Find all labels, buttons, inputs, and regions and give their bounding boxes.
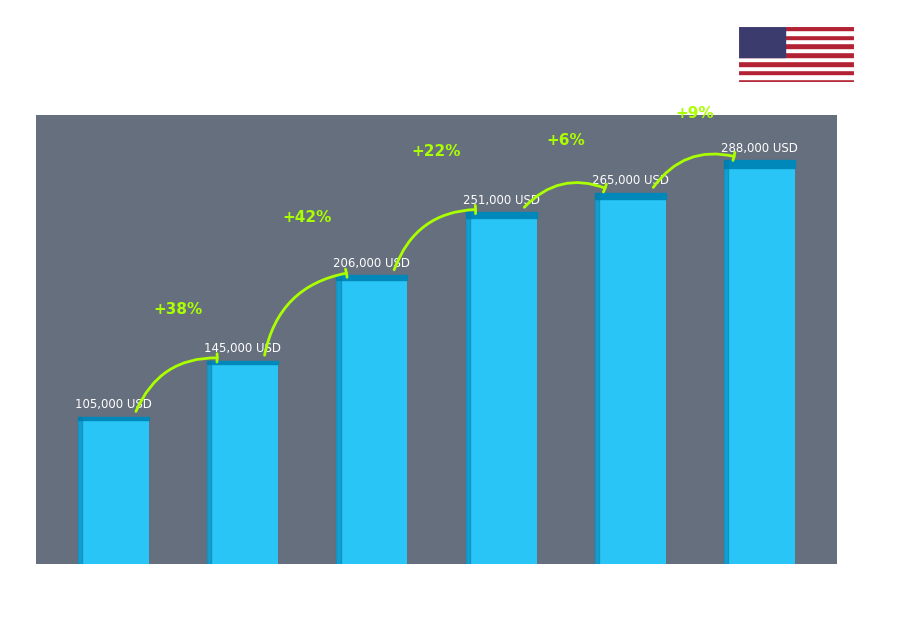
- Bar: [595, 192, 666, 564]
- Text: +42%: +42%: [283, 210, 332, 225]
- Text: 265,000 USD: 265,000 USD: [592, 174, 669, 187]
- Bar: [738, 65, 855, 70]
- Bar: [337, 275, 408, 564]
- Bar: [738, 26, 785, 56]
- Bar: [465, 212, 470, 564]
- Bar: [738, 70, 855, 74]
- Text: 288,000 USD: 288,000 USD: [721, 142, 798, 154]
- Text: Immunologist: Immunologist: [36, 80, 169, 99]
- Text: +22%: +22%: [412, 144, 462, 160]
- Bar: [738, 56, 855, 61]
- Bar: [78, 417, 82, 564]
- Bar: [724, 160, 728, 564]
- Bar: [738, 53, 855, 56]
- Text: salaryexplorer.com: salaryexplorer.com: [383, 620, 517, 635]
- Bar: [738, 39, 855, 44]
- Bar: [724, 160, 795, 564]
- Text: 145,000 USD: 145,000 USD: [204, 342, 281, 355]
- Text: +38%: +38%: [154, 302, 202, 317]
- Text: +6%: +6%: [546, 133, 585, 148]
- Bar: [738, 35, 855, 39]
- Bar: [465, 212, 536, 219]
- Bar: [738, 61, 855, 65]
- Bar: [337, 275, 408, 280]
- Bar: [738, 79, 855, 83]
- Text: Average Yearly Salary: Average Yearly Salary: [859, 260, 868, 381]
- Bar: [595, 192, 599, 564]
- Bar: [738, 30, 855, 35]
- Text: 105,000 USD: 105,000 USD: [75, 398, 152, 412]
- Bar: [738, 48, 855, 53]
- Text: Salary Comparison By Experience: Salary Comparison By Experience: [36, 32, 612, 61]
- Bar: [207, 361, 278, 564]
- Bar: [595, 192, 666, 199]
- Bar: [78, 417, 149, 564]
- Bar: [738, 44, 855, 48]
- Bar: [207, 361, 278, 365]
- Bar: [78, 417, 149, 419]
- Bar: [724, 160, 795, 167]
- Bar: [207, 361, 211, 564]
- Text: 206,000 USD: 206,000 USD: [333, 256, 410, 270]
- Bar: [738, 26, 855, 30]
- Bar: [337, 275, 340, 564]
- Text: 251,000 USD: 251,000 USD: [463, 194, 540, 206]
- Bar: [738, 74, 855, 79]
- Text: +9%: +9%: [676, 106, 715, 121]
- Bar: [465, 212, 536, 564]
